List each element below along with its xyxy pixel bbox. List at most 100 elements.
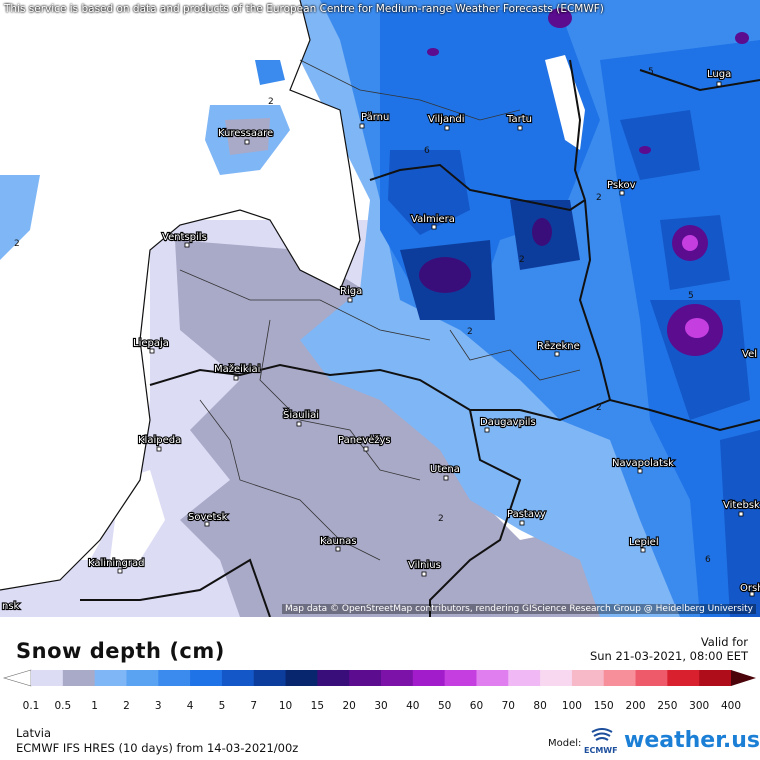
contour-label: 2 xyxy=(596,403,602,413)
city-label-orsh: Orsh xyxy=(740,583,760,594)
city-label-luga: Luga xyxy=(707,69,731,80)
city-label-valmiera: Valmiera xyxy=(411,214,455,225)
legend-tick-label: 50 xyxy=(437,700,452,712)
legend-tick-label: 40 xyxy=(406,700,420,712)
city-label-vitebsk: Vitebsk xyxy=(723,500,760,511)
brand-logo[interactable]: weather.us xyxy=(624,728,760,753)
region-name: Latvia xyxy=(16,726,52,740)
legend-tick-label: 1 xyxy=(91,700,98,712)
legend-bin xyxy=(221,670,255,686)
city-label-kuressaare: Kuressaare xyxy=(218,128,273,139)
legend-bin xyxy=(667,670,700,686)
map-title: Snow depth (cm) xyxy=(16,639,225,663)
city-label-riga: Riga xyxy=(340,286,362,297)
peipus-lake xyxy=(545,55,585,150)
legend-bin xyxy=(412,670,446,686)
legend-tick-label: 0.5 xyxy=(54,700,72,712)
valid-time: Sun 21-03-2021, 08:00 EET xyxy=(589,649,748,663)
legend-bin xyxy=(126,670,159,686)
city-label-vilnius: Vilnius xyxy=(408,560,441,571)
legend-tick-label: 300 xyxy=(689,700,710,712)
city-label-lepiel: Lepiel xyxy=(629,537,659,548)
city-label-ventspils: Ventspils xyxy=(162,232,207,243)
legend-bin xyxy=(253,670,287,686)
city-label-daugavpils: Daugavpils xyxy=(480,417,536,428)
city-label-klaipeda: Klaipeda xyxy=(138,435,181,446)
legend-tick-label: 10 xyxy=(278,700,293,712)
border-lv-by xyxy=(519,398,760,432)
attribution-top: This service is based on data and produc… xyxy=(4,3,604,15)
legend-bin xyxy=(699,670,732,686)
contour-label: 6 xyxy=(424,146,430,156)
snow-depth-map[interactable]: 2 5 2 6 2 2 5 2 2 2 6 Pärnu Viljandi Tar… xyxy=(0,0,760,617)
city-label-siauliai: Šiauliai xyxy=(283,408,319,421)
legend-tick-label: 70 xyxy=(501,700,515,712)
legend-bin xyxy=(444,670,477,686)
legend-bin xyxy=(381,670,414,686)
city-label-nsk: nsk xyxy=(2,601,20,612)
legend-tick-label: 3 xyxy=(154,700,162,712)
city-label-navapolatsk: Navapolatsk xyxy=(612,458,674,469)
legend-tick-label: 2 xyxy=(123,700,130,712)
curonian-lagoon xyxy=(110,470,165,560)
valid-label: Valid for xyxy=(700,635,748,649)
city-label-pskov: Pskov xyxy=(607,180,636,191)
city-label-rezekne: Rēzekne xyxy=(537,341,580,352)
city-label-vel: Vel xyxy=(742,349,757,360)
contour-label: 5 xyxy=(648,67,654,77)
border-by-lt xyxy=(429,409,522,617)
land-grey xyxy=(175,240,640,617)
city-label-viljandi: Viljandi xyxy=(428,114,465,125)
ecmwf-logo-text: ECMWF xyxy=(584,746,618,755)
legend-arrow-low xyxy=(2,669,32,687)
patch-7g xyxy=(720,430,760,617)
city-markers xyxy=(117,81,755,597)
legend-bin xyxy=(317,670,350,686)
legend-tick-label: 100 xyxy=(561,700,582,712)
border-kaliningrad xyxy=(80,558,271,617)
contour-label: 2 xyxy=(467,327,473,337)
legend-bin xyxy=(476,670,509,686)
legend-tick-label: 400 xyxy=(720,700,742,712)
border-estonia-latvia xyxy=(369,163,586,212)
border-estonia-russia xyxy=(569,59,586,201)
city-label-sovetsk: Sovetsk xyxy=(188,512,228,523)
legend-bin xyxy=(31,670,64,686)
contour-label: 2 xyxy=(14,239,20,249)
legend-colorbar xyxy=(2,669,756,687)
valid-time-block: Valid for Sun 21-03-2021, 08:00 EET xyxy=(590,635,748,663)
legend-tick-label: 200 xyxy=(625,700,646,712)
city-label-pastavy: Pastavy xyxy=(507,509,546,520)
patch-7 xyxy=(388,150,470,235)
legend-tick-label: 15 xyxy=(310,700,325,712)
contour-label: 5 xyxy=(688,291,694,301)
city-label-parnu: Pärnu xyxy=(361,112,389,123)
contour-label: 2 xyxy=(596,193,602,203)
legend-bin xyxy=(349,670,382,686)
legend-tick-label: 5 xyxy=(218,700,226,712)
city-label-liepaja: Liepaja xyxy=(133,338,169,349)
legend-tick-label: 250 xyxy=(657,700,678,712)
legend-tick-label: 0.1 xyxy=(22,700,40,712)
legend-tick-label: 30 xyxy=(374,700,388,712)
model-run: ECMWF IFS HRES (10 days) from 14-03-2021… xyxy=(16,741,299,755)
attribution-bottom: Map data © OpenStreetMap contributors, r… xyxy=(282,604,756,614)
ecmwf-logo-icon xyxy=(591,728,613,741)
border-latvia-russia xyxy=(578,199,611,401)
legend-tick-label: 20 xyxy=(342,700,356,712)
contour-label: 2 xyxy=(268,97,274,107)
legend-bin xyxy=(508,670,541,686)
legend-bin xyxy=(635,670,668,686)
patch-7b xyxy=(620,110,700,180)
legend-bin xyxy=(94,670,127,686)
legend-tick-label: 60 xyxy=(469,700,484,712)
border-latvia-lithuania xyxy=(149,363,520,411)
city-label-utena: Utena xyxy=(430,464,460,475)
legend-tick-label: 80 xyxy=(533,700,547,712)
legend-bin xyxy=(571,670,605,686)
city-label-kaunas: Kaunas xyxy=(320,536,357,547)
city-label-tartu: Tartu xyxy=(506,114,532,125)
legend-bin xyxy=(603,670,637,686)
legend-arrow-high xyxy=(731,670,756,686)
legend-bin xyxy=(158,670,191,686)
